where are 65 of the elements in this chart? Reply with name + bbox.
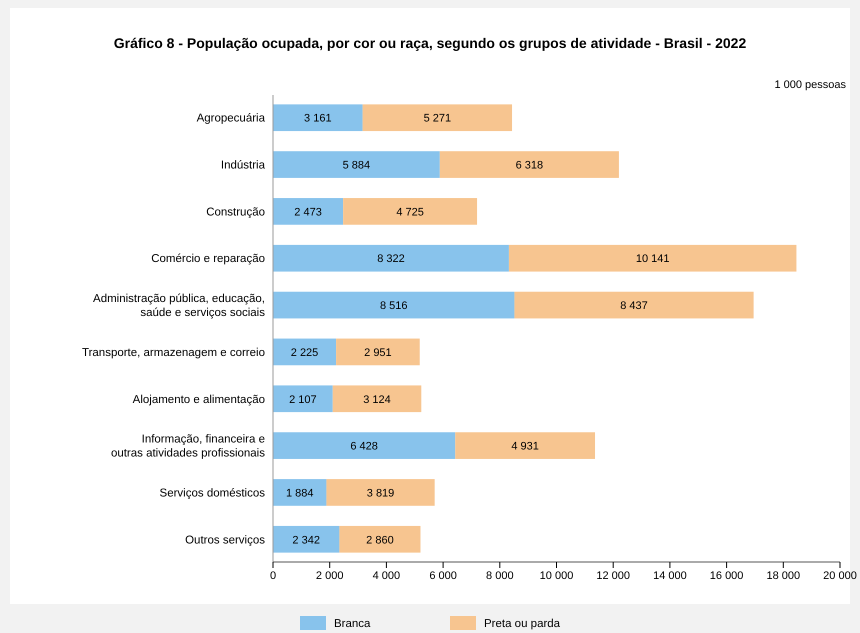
bar [332, 385, 422, 412]
data-label: 4 725 [396, 206, 424, 218]
bar [273, 151, 440, 178]
data-label: 1 884 [286, 487, 314, 500]
data-label: 2 342 [292, 534, 320, 546]
data-label: 6 318 [516, 160, 544, 172]
bar [336, 338, 420, 366]
y-tick-label: Outros serviços [185, 534, 266, 546]
x-tick-label: 6 000 [429, 570, 457, 582]
chart-title: Gráfico 8 - População ocupada, por cor ou raça, segundo os grupos de atividade - Brasil - 2022 [114, 35, 746, 51]
y-tick-label: Agropecuária [196, 112, 266, 125]
data-label: 6 428 [350, 440, 378, 453]
bar [273, 385, 333, 412]
y-tick-label: Alojamento e alimentação [132, 394, 265, 406]
bar [273, 292, 514, 318]
y-tick-label: Administração pública, educação, saúde e serviços sociais [93, 293, 266, 320]
bar [273, 479, 326, 506]
y-tick-label: Construção [206, 206, 265, 218]
data-label: 8 516 [380, 300, 408, 312]
y-tick-label: Informação, financeira e outras atividades profissionais [110, 434, 266, 460]
bar [514, 292, 754, 318]
bar [508, 244, 796, 272]
bar [455, 432, 596, 459]
bar [440, 151, 619, 178]
data-label: 3 819 [366, 487, 394, 500]
bar [273, 244, 509, 272]
x-tick-label: 2 000 [316, 570, 344, 582]
data-label: 3 124 [363, 394, 391, 406]
data-label: 2 860 [366, 534, 394, 546]
data-label: 5 884 [342, 160, 370, 172]
x-tick-label: 0 [270, 570, 276, 582]
data-label: 2 225 [290, 346, 318, 359]
bar [326, 479, 435, 506]
x-tick-label: 4 000 [372, 570, 400, 582]
y-tick-label: Indústria [220, 160, 266, 172]
bar [273, 432, 456, 459]
legend-label: Preta ou parda [484, 618, 561, 630]
x-tick-label: 20 000 [823, 570, 857, 582]
bar [273, 338, 336, 366]
bar [273, 198, 344, 225]
y-tick-label: Serviços domésticos [160, 487, 266, 500]
x-tick-label: 14 000 [653, 570, 687, 582]
bar [343, 198, 478, 225]
bar [273, 526, 340, 553]
data-label: 8 322 [377, 253, 405, 266]
x-tick-label: 18 000 [766, 570, 800, 582]
bar [362, 104, 512, 132]
x-tick-label: 10 000 [540, 570, 574, 582]
data-label: 10 141 [636, 253, 670, 266]
text: 1 000 pessoas [774, 79, 846, 91]
x-tick-label: 12 000 [596, 570, 630, 582]
bar [339, 526, 420, 553]
data-label: 2 951 [364, 346, 392, 359]
x-tick-label: 8 000 [486, 570, 514, 582]
y-tick-label: Comércio e reparação [151, 253, 265, 266]
x-tick-label: 16 000 [710, 570, 744, 582]
data-label: 2 473 [294, 206, 322, 218]
data-label: 2 107 [289, 394, 317, 406]
legend-label: Branca [334, 618, 372, 630]
data-label: 4 931 [511, 440, 539, 453]
bar [273, 104, 363, 132]
y-tick-label: Transporte, armazenagem e correio [82, 346, 265, 359]
data-label: 5 271 [424, 112, 452, 125]
data-label: 3 161 [304, 112, 332, 125]
data-label: 8 437 [620, 300, 648, 312]
